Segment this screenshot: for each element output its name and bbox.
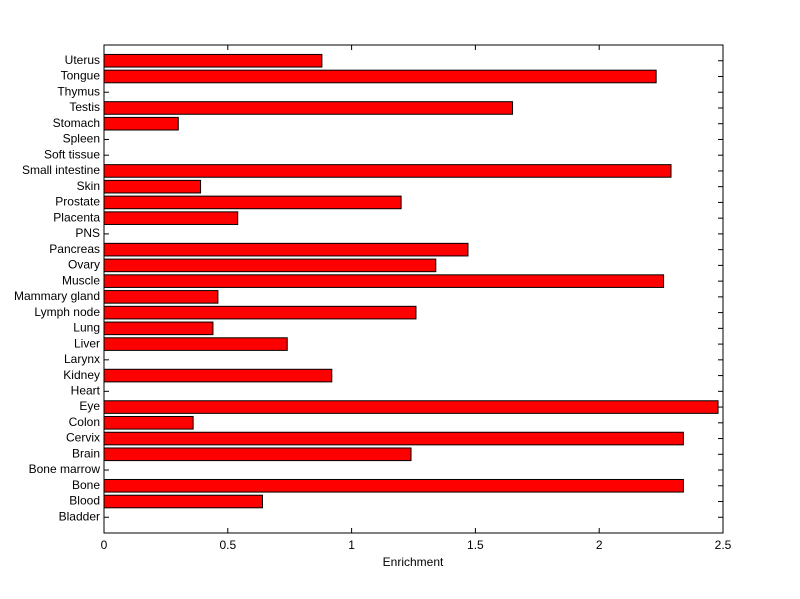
bar [103, 447, 412, 462]
y-tick-label: Larynx [64, 352, 100, 366]
y-tick-label: Lung [73, 321, 100, 335]
bar [103, 242, 469, 257]
bar [103, 416, 194, 430]
bar [103, 179, 202, 194]
bar [103, 69, 657, 84]
x-tick-label: 2.5 [715, 538, 732, 552]
y-tick-label: Thymus [57, 84, 100, 98]
y-tick-label: Eye [79, 399, 100, 413]
y-tick-label: Skin [77, 179, 100, 193]
y-tick-label: Liver [74, 336, 100, 350]
bar [103, 431, 684, 446]
x-tick-label: 1.5 [467, 538, 484, 552]
bar [103, 290, 219, 304]
y-tick-label: Mammary gland [14, 289, 100, 303]
y-tick-label: Prostate [55, 195, 100, 209]
y-tick-label: Stomach [53, 116, 100, 130]
bar [103, 494, 263, 509]
y-tick-label: Pancreas [49, 242, 100, 256]
y-tick-label: Bladder [59, 509, 100, 523]
x-tick-label: 0.5 [219, 538, 236, 552]
y-tick-label: Small intestine [22, 163, 100, 177]
x-tick-label: 0 [101, 538, 108, 552]
bar [103, 53, 323, 68]
bar [103, 164, 672, 178]
x-tick-label: 2 [596, 538, 603, 552]
y-tick-label: Testis [69, 100, 100, 114]
y-tick-label: Colon [69, 415, 100, 429]
y-tick-label: Brain [72, 446, 100, 460]
y-tick-label: PNS [75, 226, 100, 240]
y-tick-label: Soft tissue [44, 147, 100, 161]
bar [103, 195, 402, 210]
bar [103, 258, 437, 273]
bar [103, 305, 417, 320]
bar [103, 368, 333, 383]
y-tick-label: Spleen [63, 132, 100, 146]
y-tick-label: Lymph node [34, 305, 100, 319]
bar [103, 211, 239, 225]
bar [103, 116, 179, 131]
y-tick-label: Kidney [63, 368, 100, 382]
y-tick-label: Muscle [62, 273, 100, 287]
bar [103, 478, 684, 493]
bar [103, 274, 665, 288]
bar [103, 337, 288, 351]
y-tick-label: Bone [72, 478, 100, 492]
y-tick-label: Uterus [65, 53, 100, 67]
y-tick-label: Heart [71, 383, 101, 397]
x-axis-label: Enrichment [383, 555, 444, 569]
y-tick-label: Cervix [66, 431, 100, 445]
y-tick-label: Ovary [68, 258, 100, 272]
bar [103, 400, 719, 414]
x-tick-label: 1 [348, 538, 355, 552]
y-tick-label: Blood [69, 494, 100, 508]
bar [103, 321, 214, 336]
bar [103, 101, 514, 115]
y-tick-label: Tongue [61, 69, 101, 83]
y-tick-label: Bone marrow [29, 462, 101, 476]
y-tick-label: Placenta [53, 210, 100, 224]
